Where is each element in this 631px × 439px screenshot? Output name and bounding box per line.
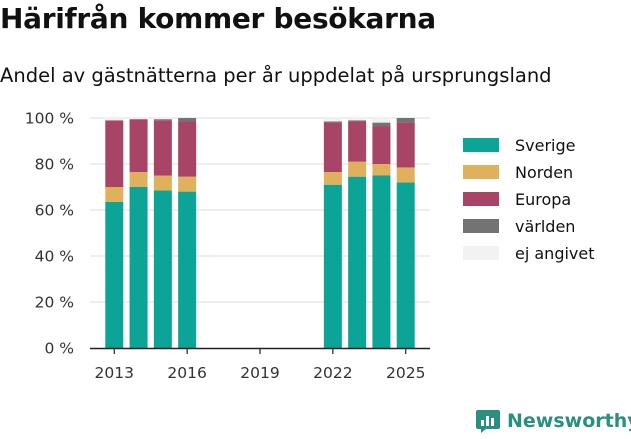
bar-segment-Europa-2015 — [153, 120, 172, 176]
bar-segment-ej-angivet-2015 — [153, 118, 172, 120]
legend-swatch-Sverige — [463, 138, 499, 152]
legend-label: ej angivet — [515, 244, 595, 263]
bar-segment-Norden-2024 — [372, 164, 391, 176]
bar-segment-världen-2022 — [323, 121, 342, 123]
bar-segment-Norden-2013 — [105, 187, 124, 202]
legend-label: Norden — [515, 163, 573, 182]
bar-segment-Europa-2014 — [129, 119, 148, 173]
legend-label: Sverige — [515, 136, 576, 155]
bar-segment-Europa-2023 — [348, 121, 367, 162]
y-tick-label: 0 % — [44, 340, 74, 358]
bar-segment-ej-angivet-2014 — [129, 118, 148, 120]
bar-segment-världen-2024 — [372, 122, 391, 127]
legend-label: världen — [515, 217, 575, 236]
bar-segment-ej-angivet-2024 — [372, 118, 391, 123]
bar-segment-Norden-2025 — [396, 167, 415, 183]
bar-segment-Sverige-2014 — [129, 187, 148, 348]
bar-segment-Sverige-2015 — [153, 190, 172, 348]
x-tick-label: 2013 — [95, 364, 134, 382]
brand-name: Newsworthy — [507, 410, 631, 432]
bar-segment-Europa-2016 — [178, 121, 197, 177]
bar-segment-ej-angivet-2023 — [348, 118, 367, 121]
x-tick-label: 2019 — [240, 364, 279, 382]
x-tick-label: 2016 — [167, 364, 206, 382]
x-tick-label: 2022 — [313, 364, 352, 382]
bar-segment-Sverige-2022 — [323, 184, 342, 348]
bar-segment-världen-2015 — [153, 119, 172, 121]
y-tick-label: 80 % — [35, 156, 74, 174]
bar-segment-världen-2023 — [348, 120, 367, 122]
y-tick-label: 100 % — [25, 110, 74, 128]
x-tick-label: 2025 — [386, 364, 425, 382]
bar-segment-Europa-2013 — [105, 120, 124, 187]
y-tick-label: 40 % — [35, 248, 74, 266]
y-tick-label: 60 % — [35, 202, 74, 220]
bar-segment-världen-2016 — [178, 118, 197, 122]
bar-segment-Sverige-2023 — [348, 176, 367, 348]
bar-segment-Norden-2015 — [153, 175, 172, 191]
legend-swatch-Europa — [463, 192, 499, 206]
bar-segment-Europa-2022 — [323, 122, 342, 173]
bar-segment-Norden-2023 — [348, 161, 367, 177]
bar-segment-Sverige-2024 — [372, 175, 391, 348]
bar-segment-Europa-2025 — [396, 122, 415, 168]
legend-label: Europa — [515, 190, 571, 209]
page-subtitle: Andel av gästnätterna per år uppdelat på… — [0, 64, 552, 87]
bar-segment-Sverige-2013 — [105, 201, 124, 348]
bar-segment-Norden-2022 — [323, 172, 342, 185]
legend-swatch-världen — [463, 219, 499, 233]
legend-swatch-ej-angivet — [463, 246, 499, 260]
bar-segment-ej-angivet-2022 — [323, 118, 342, 122]
bar-segment-Sverige-2025 — [396, 182, 415, 348]
page-title: Härifrån kommer besökarna — [0, 2, 436, 35]
legend-swatch-Norden — [463, 165, 499, 179]
bar-segment-Norden-2016 — [178, 176, 197, 192]
brand-logo[interactable]: Newsworthy — [475, 408, 631, 434]
newsworthy-logo-icon — [476, 410, 500, 433]
bar-segment-Europa-2024 — [372, 126, 391, 164]
y-tick-label: 20 % — [35, 294, 74, 312]
bar-segment-Sverige-2016 — [178, 191, 197, 348]
bar-segment-Norden-2014 — [129, 172, 148, 187]
bar-segment-världen-2025 — [396, 118, 415, 123]
bar-segment-ej-angivet-2013 — [105, 118, 124, 121]
